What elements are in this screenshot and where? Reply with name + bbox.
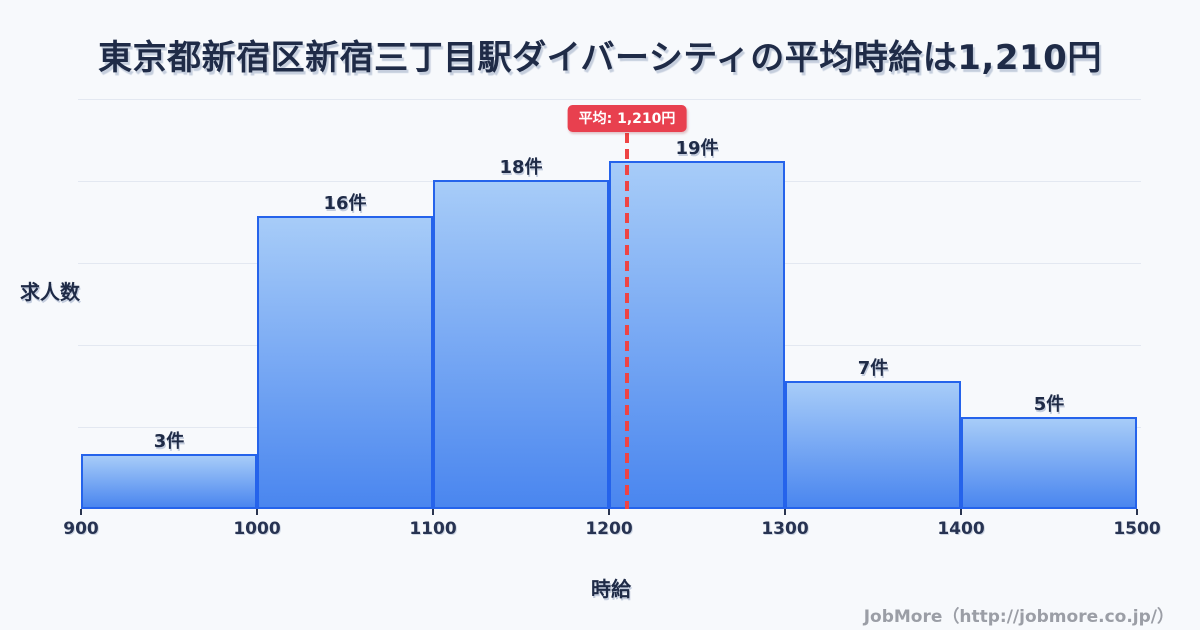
x-tick-label: 1100 [409, 519, 457, 539]
histogram-bar-1000-1100 [257, 216, 433, 509]
x-tick-mark [432, 509, 434, 515]
histogram-bar-1200-1300 [609, 161, 785, 509]
x-tick-mark [1136, 509, 1138, 515]
histogram-bar-1100-1200 [433, 180, 609, 509]
x-tick-mark [256, 509, 258, 515]
x-tick-mark [608, 509, 610, 515]
gridline [78, 99, 1141, 100]
x-tick-mark [960, 509, 962, 515]
bar-value-label: 16件 [323, 193, 367, 214]
histogram-bar-1300-1400 [785, 381, 961, 509]
bar-value-label: 7件 [857, 358, 889, 379]
histogram-bar-900-1000 [81, 454, 257, 509]
x-tick-label: 1500 [1113, 519, 1161, 539]
bar-value-label: 3件 [153, 431, 185, 452]
average-line [625, 133, 629, 509]
x-axis-title: 時給 [591, 577, 631, 601]
x-tick-label: 1300 [761, 519, 809, 539]
x-tick-label: 1200 [585, 519, 633, 539]
bar-value-label: 18件 [499, 157, 543, 178]
x-tick-mark [80, 509, 82, 515]
plot-area: 3件 16件 18件 19件 7件 5件 [78, 99, 1141, 509]
chart-title: 東京都新宿区新宿三丁目駅ダイバーシティの平均時給は1,210円 [98, 38, 1102, 78]
credit-text: JobMore（http://jobmore.co.jp/） [863, 607, 1174, 627]
y-axis-title: 求人数 [20, 280, 80, 304]
x-tick-label: 900 [63, 519, 99, 539]
bar-value-label: 19件 [675, 138, 719, 159]
x-tick-label: 1000 [233, 519, 281, 539]
x-tick-mark [784, 509, 786, 515]
x-tick-label: 1400 [937, 519, 985, 539]
histogram-bar-1400-1500 [961, 417, 1137, 509]
bar-value-label: 5件 [1033, 394, 1065, 415]
average-badge: 平均: 1,210円 [567, 105, 687, 132]
x-axis: 900 1000 1100 1200 1300 1400 1500 [63, 509, 1161, 549]
